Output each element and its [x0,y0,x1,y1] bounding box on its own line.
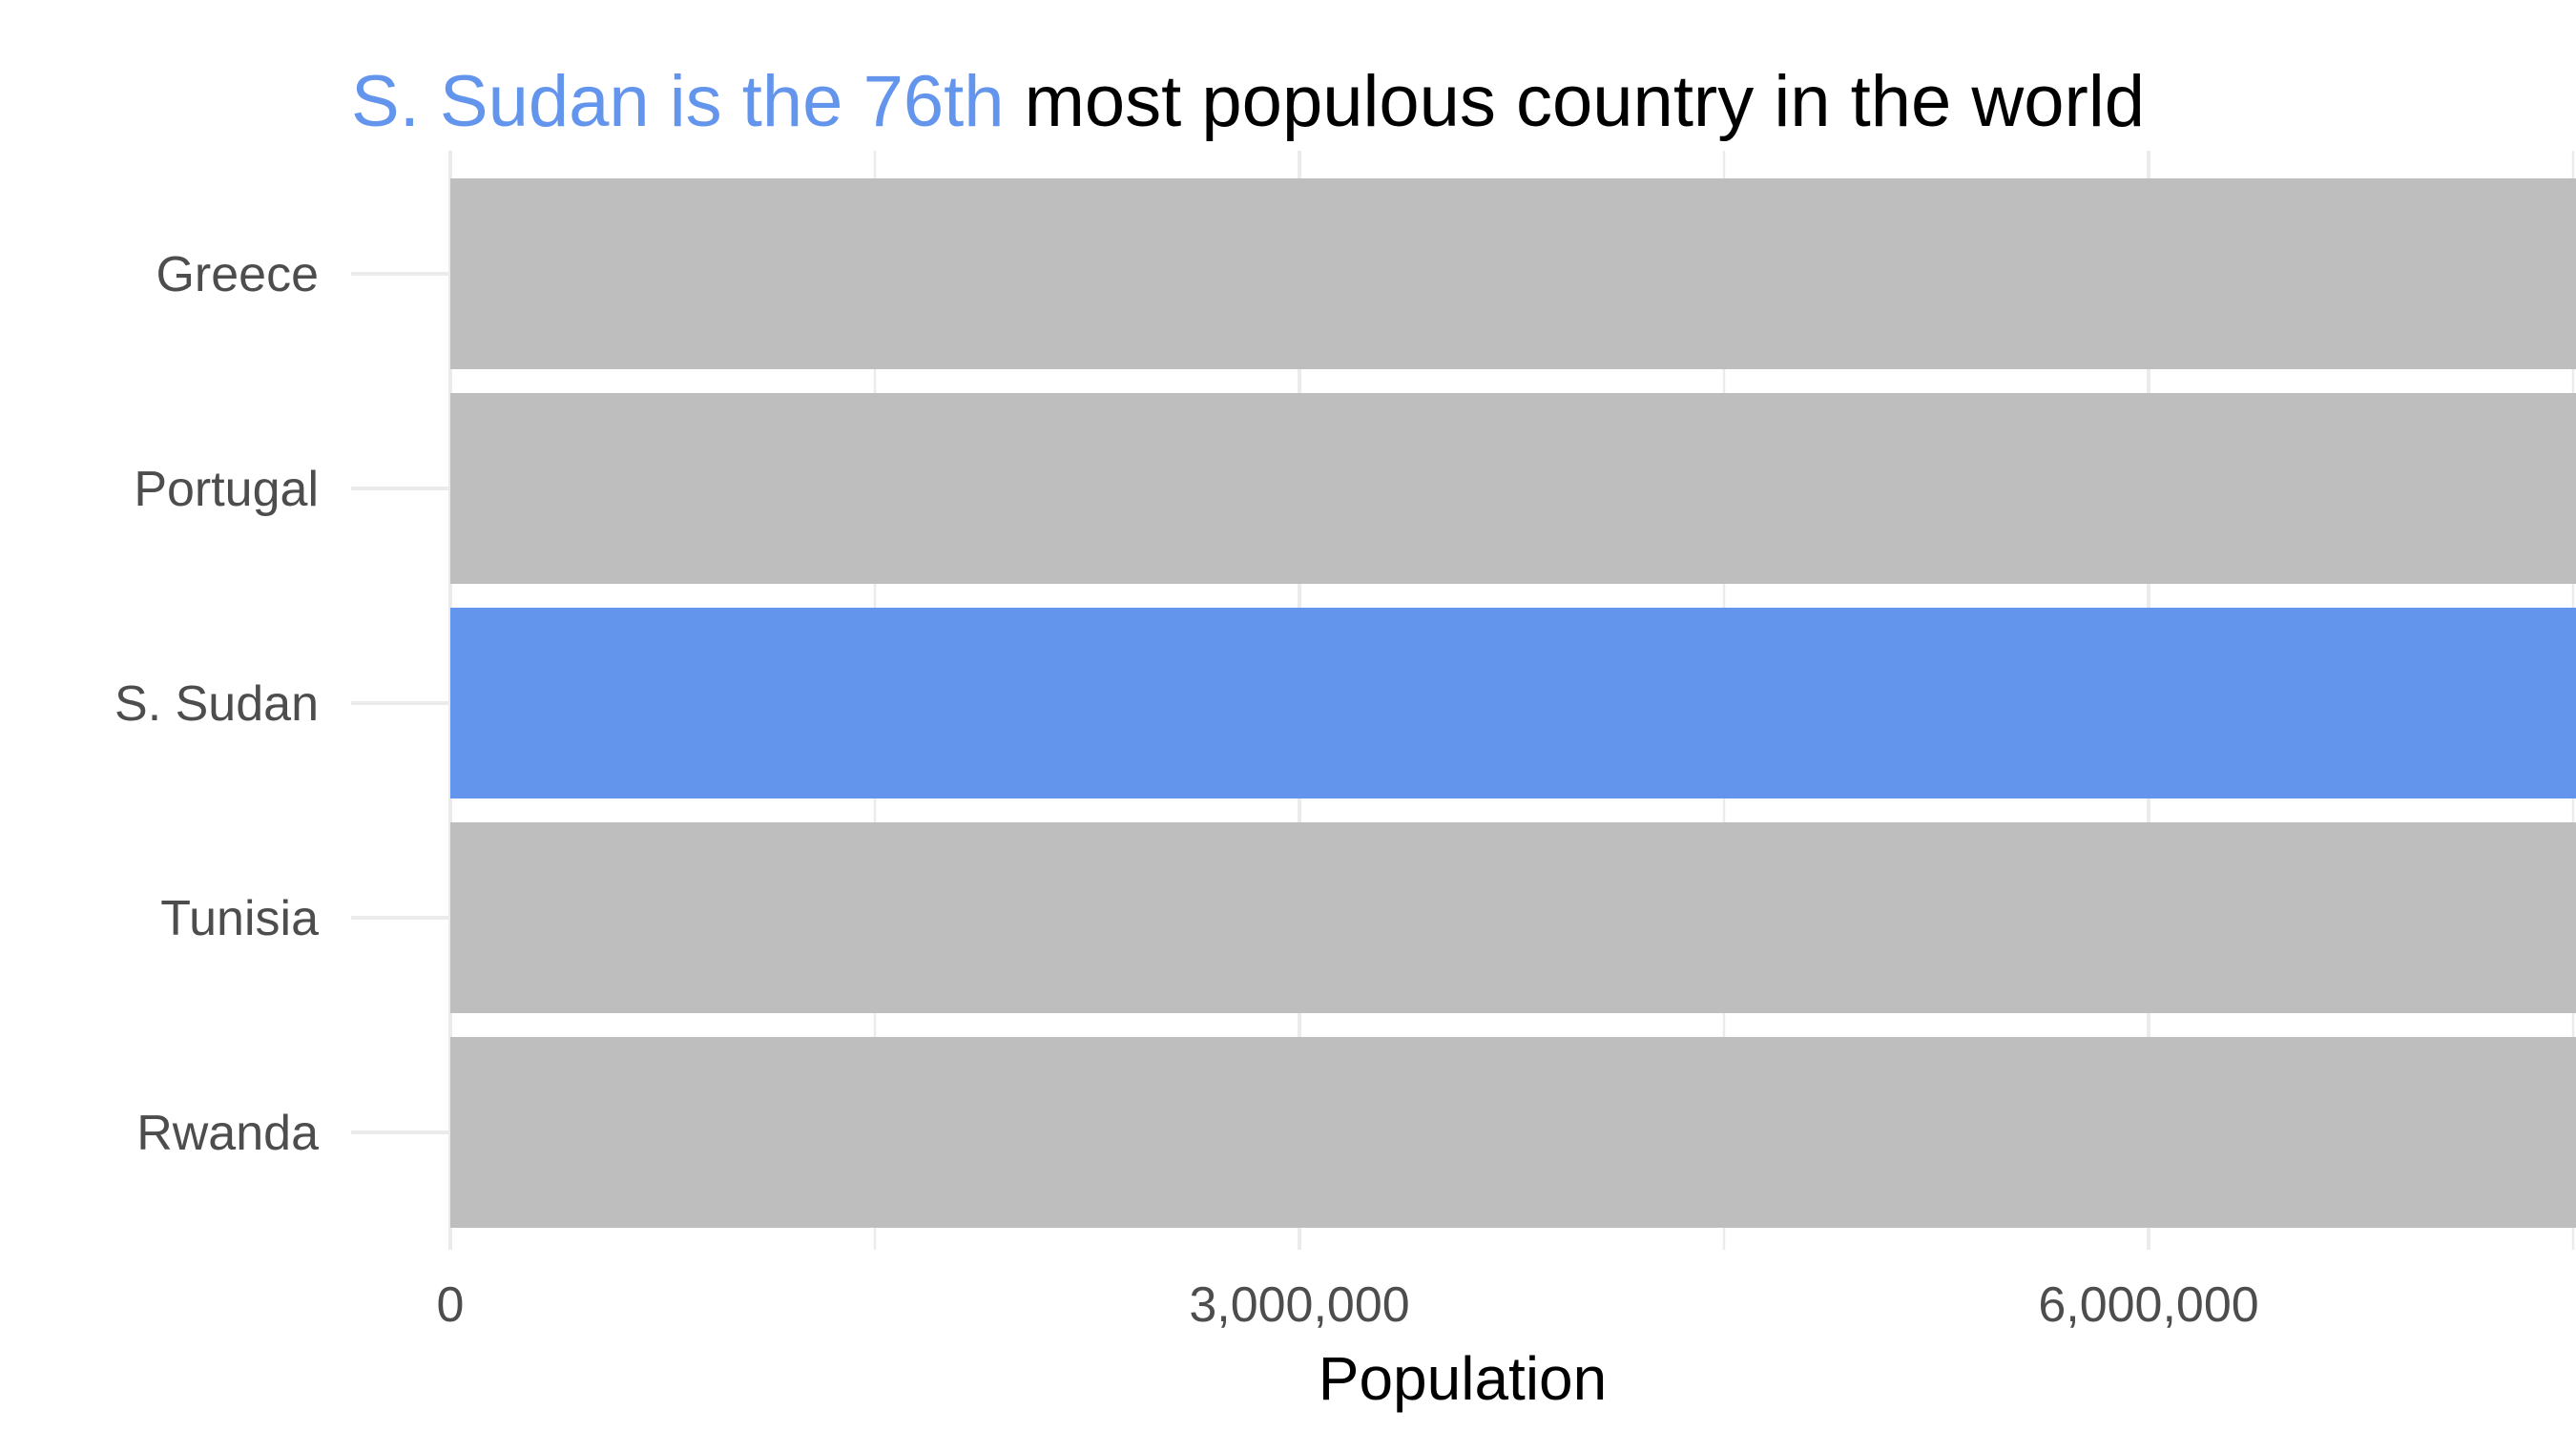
x-tick-label: 3,000,000 [1189,1277,1409,1333]
bar-s-sudan [450,608,2576,798]
bars-layer [450,178,2576,1228]
bar-portugal [450,393,2576,584]
x-tick-label: 6,000,000 [2038,1277,2258,1333]
bar-greece [450,178,2576,369]
x-tick-label: 0 [437,1277,465,1333]
axes-layer: Greece Portugal S. Sudan Tunisia Rwanda 0 3,00… [114,247,2259,1333]
y-tick-label: S. Sudan [114,676,319,732]
chart-title-highlight: S. Sudan is the 76th [351,61,1004,142]
x-axis-title: Population [1319,1344,1607,1413]
bar-tunisia [450,822,2576,1013]
y-tick-label: Tunisia [160,891,319,946]
y-tick-label: Greece [156,247,319,302]
y-tick-label: Rwanda [136,1106,319,1161]
bar-rwanda [450,1037,2576,1228]
chart-title: S. Sudan is the 76th most populous count… [351,61,2145,142]
chart-title-rest: most populous country in the world [1004,61,2145,142]
y-tick-label: Portugal [134,462,319,517]
